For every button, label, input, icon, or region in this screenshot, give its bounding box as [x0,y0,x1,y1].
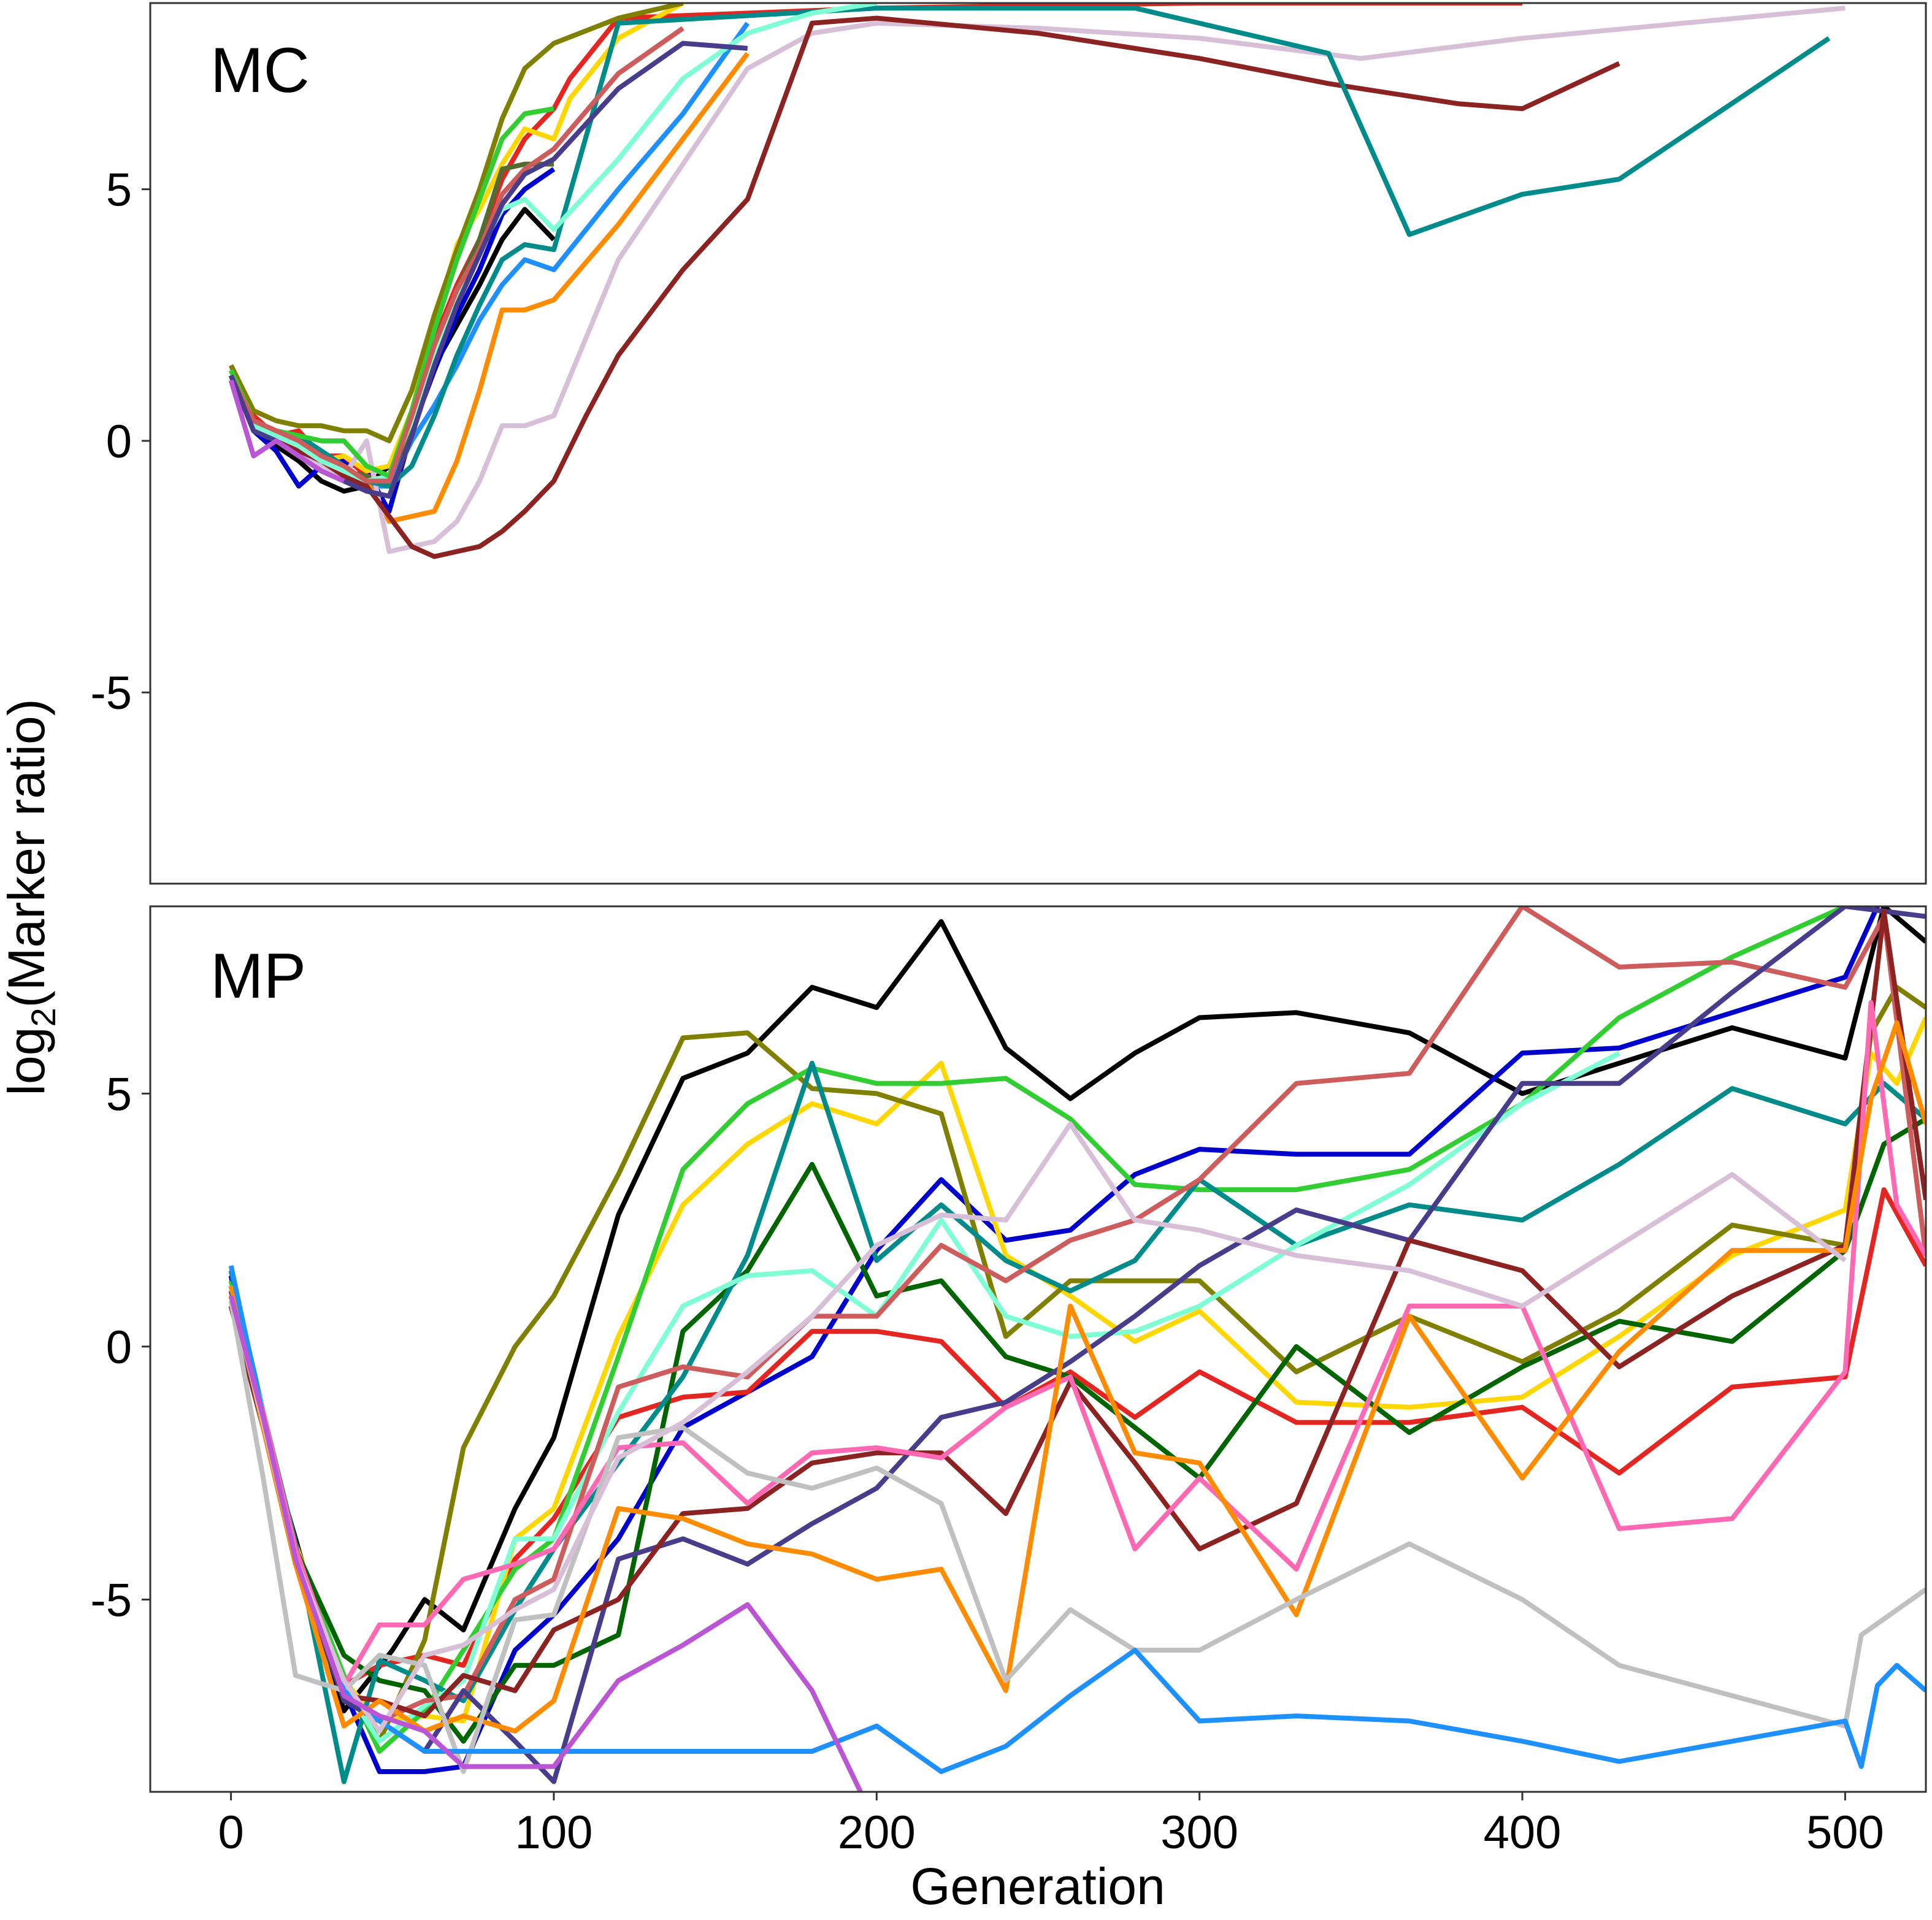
panel-label-mc: MC [210,35,310,106]
series-line-mp-10 [228,906,1926,1724]
series-line-mp-3 [228,1187,1926,1688]
y-tick-label: 0 [106,1321,132,1374]
panel-mc-y-axis: 5 0 -5 [90,164,150,719]
series-line-mp-18 [228,1295,863,1792]
series-line-mc-1 [228,207,556,494]
panel-mp-series [228,906,1926,1792]
panel-mp-y-axis: 5 0 -5 [90,1068,150,1626]
y-tick-label: -5 [90,667,132,719]
series-line-mc-14 [229,26,684,484]
y-tick-label: 0 [106,416,132,468]
series-line-mc-2 [228,167,556,514]
x-tick-label: 100 [515,1807,593,1859]
x-axis-title: Generation [910,1857,1165,1915]
series-line-mp-16 [228,1265,1926,1774]
y-axis-title-subscript: 2 [24,1008,63,1027]
series-line-mp-2 [228,906,1880,1774]
y-axis-title-prefix: log [0,1027,55,1096]
series-line-mc-16 [228,380,345,484]
series-line-mp-17 [228,1121,1847,1734]
x-axis: 0 100 200 300 400 500 [218,1792,1884,1859]
x-tick-label: 400 [1484,1807,1562,1859]
x-tick-label: 0 [218,1807,243,1859]
series-line-mp-8 [228,1060,1926,1784]
series-line-mc-9 [229,6,1846,554]
series-line-mc-12 [228,3,877,484]
x-tick-label: 200 [838,1807,916,1859]
panel-mc: MC 5 0 -5 [90,2,1927,885]
panel-mp: MP 5 0 -5 [90,905,1927,1793]
series-line-mp-9 [228,1050,1620,1744]
series-line-mp-13 [228,1000,1926,1688]
panel-label-mp: MP [210,941,306,1012]
y-axis-title-suffix: (Marker ratio) [0,698,55,1008]
series-line-mp-1 [228,906,1926,1713]
y-tick-label: 5 [106,1068,132,1120]
series-line-mc-3 [228,3,1522,484]
panel-mc-series [228,3,1846,559]
x-tick-label: 300 [1160,1807,1238,1859]
series-line-mp-15 [228,1300,1926,1774]
series-line-mc-11 [228,6,1831,489]
y-axis-title: log2(Marker ratio) [0,698,63,1095]
series-line-mc-10 [228,15,1620,559]
panel-mp-frame [149,905,1927,1793]
panel-mc-frame [149,2,1927,885]
series-line-mc-6 [229,3,684,443]
y-tick-label: -5 [90,1574,132,1626]
series-line-mp-14 [228,1020,1926,1734]
y-tick-label: 5 [106,164,132,216]
x-tick-label: 500 [1806,1807,1884,1859]
